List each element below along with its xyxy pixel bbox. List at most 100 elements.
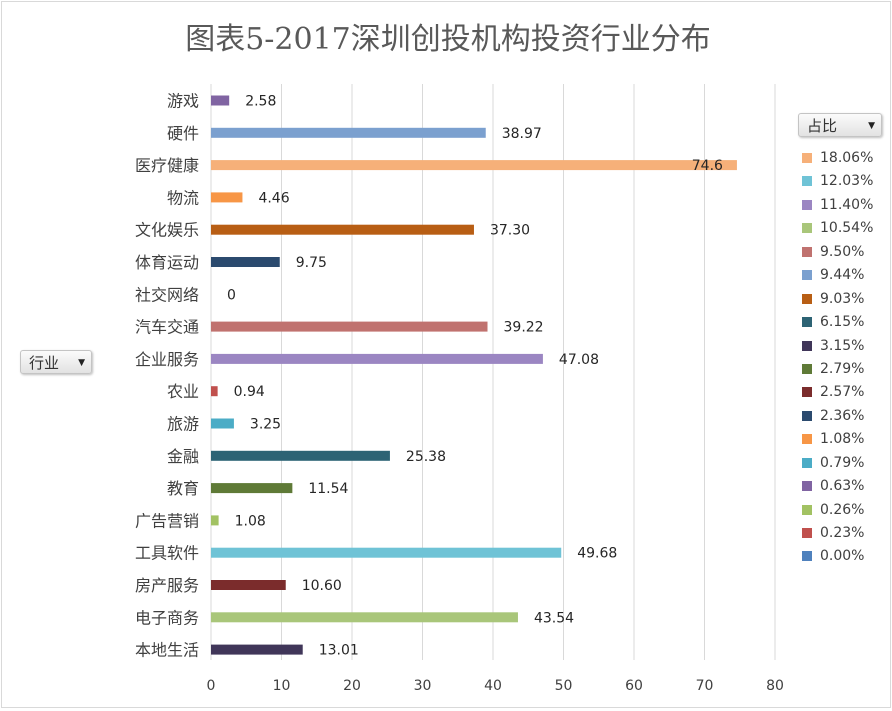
data-label: 2.58 <box>245 94 276 110</box>
legend-item[interactable]: 2.79% <box>802 358 873 381</box>
legend-item[interactable]: 0.63% <box>802 475 873 498</box>
legend-item[interactable]: 0.23% <box>802 522 873 545</box>
category-label: 硬件 <box>167 124 199 143</box>
legend-label: 2.36% <box>820 407 865 424</box>
bar <box>211 353 543 364</box>
data-label: 37.30 <box>490 223 530 239</box>
bar <box>211 192 243 203</box>
x-tick-label: 60 <box>625 678 643 694</box>
data-label: 38.97 <box>502 126 542 142</box>
data-label: 74.6 <box>692 158 723 174</box>
legend-field-label: 占比 <box>807 117 838 135</box>
legend-swatch <box>802 387 812 398</box>
legend-item[interactable]: 0.79% <box>802 452 873 475</box>
legend-swatch <box>802 481 812 492</box>
x-tick-label: 20 <box>343 678 361 694</box>
data-label: 10.60 <box>302 578 342 594</box>
dropdown-arrow-icon: ▼ <box>868 121 875 131</box>
legend-swatch <box>802 457 812 468</box>
legend-item[interactable]: 9.03% <box>802 288 873 311</box>
x-tick-label: 10 <box>273 678 291 694</box>
data-label: 25.38 <box>406 449 446 465</box>
legend-swatch <box>802 153 812 163</box>
legend-item[interactable]: 1.08% <box>802 428 873 451</box>
category-label: 游戏 <box>167 92 199 111</box>
legend-item[interactable]: 0.26% <box>802 499 873 522</box>
data-label: 0.94 <box>234 384 265 400</box>
legend-label: 18.06% <box>820 150 874 166</box>
bar <box>211 612 518 623</box>
category-label: 企业服务 <box>135 350 199 369</box>
legend-swatch <box>802 551 812 562</box>
x-tick-label: 30 <box>414 678 432 694</box>
category-label: 物流 <box>167 188 199 207</box>
data-label: 13.01 <box>319 643 359 659</box>
bar <box>211 224 474 235</box>
legend-item[interactable]: 2.36% <box>802 405 873 428</box>
bar <box>211 160 737 171</box>
legend: 18.06% 12.03% 11.40% 10.54% 9.50% 9.44% 9.03% 6… <box>802 147 873 569</box>
axis-field-label: 行业 <box>29 354 60 372</box>
legend-item[interactable]: 10.54% <box>802 217 873 240</box>
bar <box>211 580 286 590</box>
bar <box>211 418 234 429</box>
data-label: 39.22 <box>504 320 544 336</box>
legend-item[interactable]: 18.06% <box>802 147 873 170</box>
axis-field-filter-button[interactable]: 行业 ▼ <box>20 350 92 374</box>
legend-item[interactable]: 9.50% <box>802 241 873 264</box>
legend-swatch <box>802 528 812 538</box>
gridlines <box>210 84 776 660</box>
legend-label: 9.03% <box>820 290 865 307</box>
legend-label: 9.44% <box>820 267 865 284</box>
legend-swatch <box>802 340 812 351</box>
x-tick-label: 0 <box>207 678 216 694</box>
legend-item[interactable]: 11.40% <box>802 194 873 217</box>
category-label: 电子商务 <box>135 608 199 627</box>
bar <box>211 127 486 138</box>
data-label: 1.08 <box>235 513 266 529</box>
bar <box>211 515 219 526</box>
x-tick-label: 70 <box>696 678 714 694</box>
legend-label: 12.03% <box>820 173 874 190</box>
legend-swatch <box>802 176 812 187</box>
legend-label: 11.40% <box>820 196 874 213</box>
legend-swatch <box>802 504 812 515</box>
legend-swatch <box>802 363 812 374</box>
bar <box>211 450 390 461</box>
bars <box>211 95 737 655</box>
data-label: 3.25 <box>250 417 281 433</box>
legend-swatch <box>802 317 812 328</box>
data-label: 43.54 <box>534 610 574 626</box>
legend-label: 1.08% <box>820 431 865 448</box>
legend-item[interactable]: 9.44% <box>802 264 873 287</box>
bar <box>211 386 218 397</box>
legend-label: 0.26% <box>820 501 865 518</box>
data-label: 4.46 <box>258 190 289 206</box>
legend-label: 6.15% <box>820 314 865 331</box>
x-tick-label: 80 <box>766 678 784 694</box>
legend-label: 3.15% <box>820 337 865 354</box>
data-label: 0 <box>227 287 236 303</box>
legend-label: 0.63% <box>820 478 865 495</box>
legend-item[interactable]: 2.57% <box>802 381 873 404</box>
category-label: 房产服务 <box>135 576 199 595</box>
legend-item[interactable]: 12.03% <box>802 170 873 193</box>
legend-swatch <box>802 410 812 421</box>
bar <box>211 483 293 494</box>
legend-swatch <box>802 270 812 281</box>
legend-item[interactable]: 3.15% <box>802 335 873 358</box>
bar <box>211 257 280 267</box>
legend-field-filter-button[interactable]: 占比 ▼ <box>798 113 882 137</box>
legend-item[interactable]: 0.00% <box>802 545 873 568</box>
category-label: 旅游 <box>167 415 199 434</box>
legend-label: 2.57% <box>820 384 865 401</box>
bar <box>211 644 303 655</box>
legend-label: 0.23% <box>820 525 865 541</box>
legend-label: 0.00% <box>820 548 865 565</box>
legend-swatch <box>802 293 812 304</box>
legend-label: 2.79% <box>820 360 865 377</box>
category-label: 文化娱乐 <box>135 221 199 240</box>
legend-swatch <box>802 223 812 234</box>
legend-item[interactable]: 6.15% <box>802 311 873 334</box>
bar <box>211 547 562 558</box>
